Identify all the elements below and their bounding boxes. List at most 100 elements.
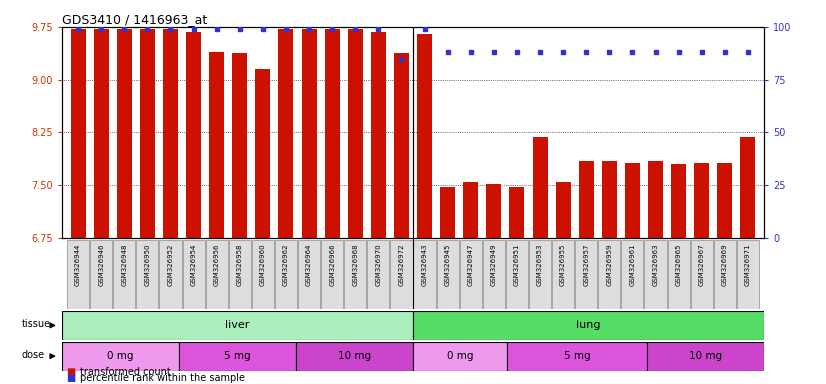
Text: GSM326951: GSM326951 — [514, 244, 520, 286]
Bar — [647, 342, 764, 371]
Bar — [648, 161, 663, 238]
Text: 10 mg: 10 mg — [689, 351, 722, 361]
Text: GSM326946: GSM326946 — [98, 244, 104, 286]
Bar — [417, 34, 432, 238]
Bar — [506, 342, 647, 371]
Text: 10 mg: 10 mg — [338, 351, 371, 361]
Text: 0 mg: 0 mg — [447, 351, 473, 361]
Text: GSM326954: GSM326954 — [191, 244, 197, 286]
Text: GSM326950: GSM326950 — [145, 244, 150, 286]
Text: GSM326959: GSM326959 — [606, 244, 612, 286]
FancyBboxPatch shape — [113, 240, 135, 309]
Bar — [602, 161, 617, 238]
Bar — [186, 32, 201, 238]
FancyBboxPatch shape — [691, 240, 713, 309]
Text: 5 mg: 5 mg — [224, 351, 251, 361]
Bar — [510, 187, 525, 238]
Bar — [296, 342, 413, 371]
Bar — [717, 163, 733, 238]
Text: GSM326947: GSM326947 — [468, 244, 474, 286]
Bar — [413, 311, 764, 340]
Bar — [255, 69, 270, 238]
Text: GSM326971: GSM326971 — [745, 244, 751, 286]
FancyBboxPatch shape — [368, 240, 389, 309]
Text: GSM326967: GSM326967 — [699, 244, 705, 286]
FancyBboxPatch shape — [459, 240, 482, 309]
Bar — [140, 29, 155, 238]
FancyBboxPatch shape — [321, 240, 344, 309]
Text: ■: ■ — [66, 367, 75, 377]
Bar — [533, 137, 548, 238]
FancyBboxPatch shape — [391, 240, 412, 309]
Bar — [348, 29, 363, 238]
Text: GDS3410 / 1416963_at: GDS3410 / 1416963_at — [62, 13, 207, 26]
FancyBboxPatch shape — [437, 240, 458, 309]
Text: GSM326953: GSM326953 — [537, 244, 543, 286]
FancyBboxPatch shape — [598, 240, 620, 309]
FancyBboxPatch shape — [506, 240, 528, 309]
Bar — [163, 29, 178, 238]
Bar — [579, 161, 594, 238]
Text: liver: liver — [225, 320, 249, 331]
Bar — [694, 163, 710, 238]
FancyBboxPatch shape — [136, 240, 159, 309]
FancyBboxPatch shape — [252, 240, 274, 309]
Bar — [62, 342, 179, 371]
Text: ■: ■ — [66, 373, 75, 383]
Text: 0 mg: 0 mg — [107, 351, 134, 361]
Text: dose: dose — [21, 350, 45, 360]
Text: 5 mg: 5 mg — [563, 351, 590, 361]
FancyBboxPatch shape — [621, 240, 643, 309]
Text: GSM326948: GSM326948 — [121, 244, 127, 286]
Text: GSM326957: GSM326957 — [583, 244, 589, 286]
Text: GSM326949: GSM326949 — [491, 244, 496, 286]
Text: GSM326970: GSM326970 — [375, 244, 382, 286]
Bar — [556, 182, 571, 238]
Text: GSM326963: GSM326963 — [653, 244, 658, 286]
FancyBboxPatch shape — [529, 240, 551, 309]
FancyBboxPatch shape — [552, 240, 574, 309]
FancyBboxPatch shape — [183, 240, 205, 309]
Bar — [62, 311, 413, 340]
Text: GSM326962: GSM326962 — [283, 244, 289, 286]
Bar — [209, 51, 224, 238]
Text: GSM326968: GSM326968 — [352, 244, 358, 286]
FancyBboxPatch shape — [714, 240, 736, 309]
FancyBboxPatch shape — [275, 240, 297, 309]
FancyBboxPatch shape — [159, 240, 182, 309]
Text: GSM326964: GSM326964 — [306, 244, 312, 286]
Bar — [116, 29, 132, 238]
Bar — [179, 342, 296, 371]
Text: GSM326965: GSM326965 — [676, 244, 681, 286]
Text: GSM326972: GSM326972 — [398, 244, 405, 286]
Text: GSM326943: GSM326943 — [421, 244, 428, 286]
Bar — [394, 53, 409, 238]
FancyBboxPatch shape — [67, 240, 89, 309]
Bar — [440, 187, 455, 238]
Text: GSM326969: GSM326969 — [722, 244, 728, 286]
FancyBboxPatch shape — [229, 240, 251, 309]
FancyBboxPatch shape — [575, 240, 597, 309]
Text: GSM326966: GSM326966 — [330, 244, 335, 286]
FancyBboxPatch shape — [737, 240, 759, 309]
Text: GSM326952: GSM326952 — [168, 244, 173, 286]
Text: lung: lung — [577, 320, 601, 331]
Bar — [232, 53, 247, 238]
Bar — [278, 29, 293, 238]
Bar — [325, 29, 339, 238]
Text: transformed count: transformed count — [80, 367, 171, 377]
Bar — [371, 32, 386, 238]
FancyBboxPatch shape — [414, 240, 435, 309]
Bar — [93, 29, 109, 238]
Text: GSM326961: GSM326961 — [629, 244, 635, 286]
Bar — [671, 164, 686, 238]
FancyBboxPatch shape — [206, 240, 228, 309]
FancyBboxPatch shape — [344, 240, 367, 309]
Text: GSM326960: GSM326960 — [260, 244, 266, 286]
Bar — [463, 182, 478, 238]
Text: tissue: tissue — [21, 319, 51, 329]
Bar — [301, 29, 316, 238]
FancyBboxPatch shape — [90, 240, 112, 309]
FancyBboxPatch shape — [644, 240, 667, 309]
Bar — [413, 342, 506, 371]
